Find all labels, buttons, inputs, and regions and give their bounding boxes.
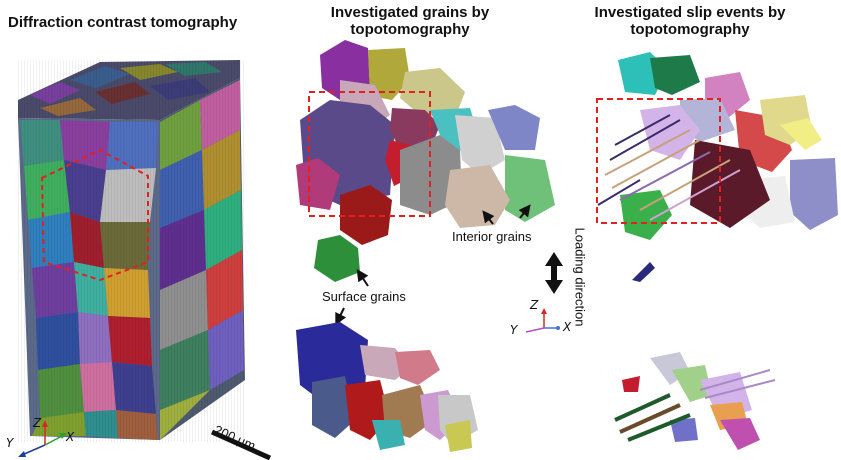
grain-cluster	[296, 40, 555, 282]
interior-arrow-1	[482, 210, 495, 225]
interior-grains-label: Interior grains	[452, 229, 532, 244]
surface-grains-label: Surface grains	[322, 289, 406, 304]
surface-arrow-2	[335, 307, 347, 326]
center-axis-y-label: Y	[510, 323, 518, 337]
dct-highlight-box	[40, 148, 149, 282]
slip-fragment	[632, 262, 655, 282]
slip-cluster	[618, 52, 838, 240]
center-axis-x-label: X	[563, 320, 572, 334]
slip-highlight-box	[596, 98, 721, 224]
surface-arrow-1	[356, 269, 369, 287]
slip-lines	[597, 114, 741, 221]
slip-title: Investigated slip events by topotomograp…	[580, 4, 800, 38]
grains-highlight-box	[308, 91, 431, 217]
grains-title: Investigated grains by topotomography	[320, 4, 500, 38]
dct-sample-block	[18, 60, 245, 442]
dct-title: Diffraction contrast tomography	[8, 14, 238, 31]
center-axis-triad	[525, 308, 560, 333]
loading-direction-arrow	[545, 252, 563, 294]
slip-title-text: Investigated slip events by topotomograp…	[594, 4, 786, 38]
left-axis-z-label: Z	[33, 416, 42, 430]
grains-title-text: Investigated grains by topotomography	[330, 4, 490, 38]
loading-direction-text: Loading direction	[572, 227, 588, 327]
grain-cluster-bottom	[296, 322, 478, 452]
loading-direction-label: Loading direction	[573, 228, 588, 327]
slip-cluster-bottom	[614, 352, 776, 450]
left-axis-y-label: Y	[6, 436, 14, 450]
left-axis-triad	[18, 420, 67, 457]
interior-arrow-2	[518, 204, 531, 219]
left-axis-x-label: X	[66, 430, 75, 444]
center-axis-z-label: Z	[530, 298, 539, 312]
scale-bar	[210, 429, 272, 460]
